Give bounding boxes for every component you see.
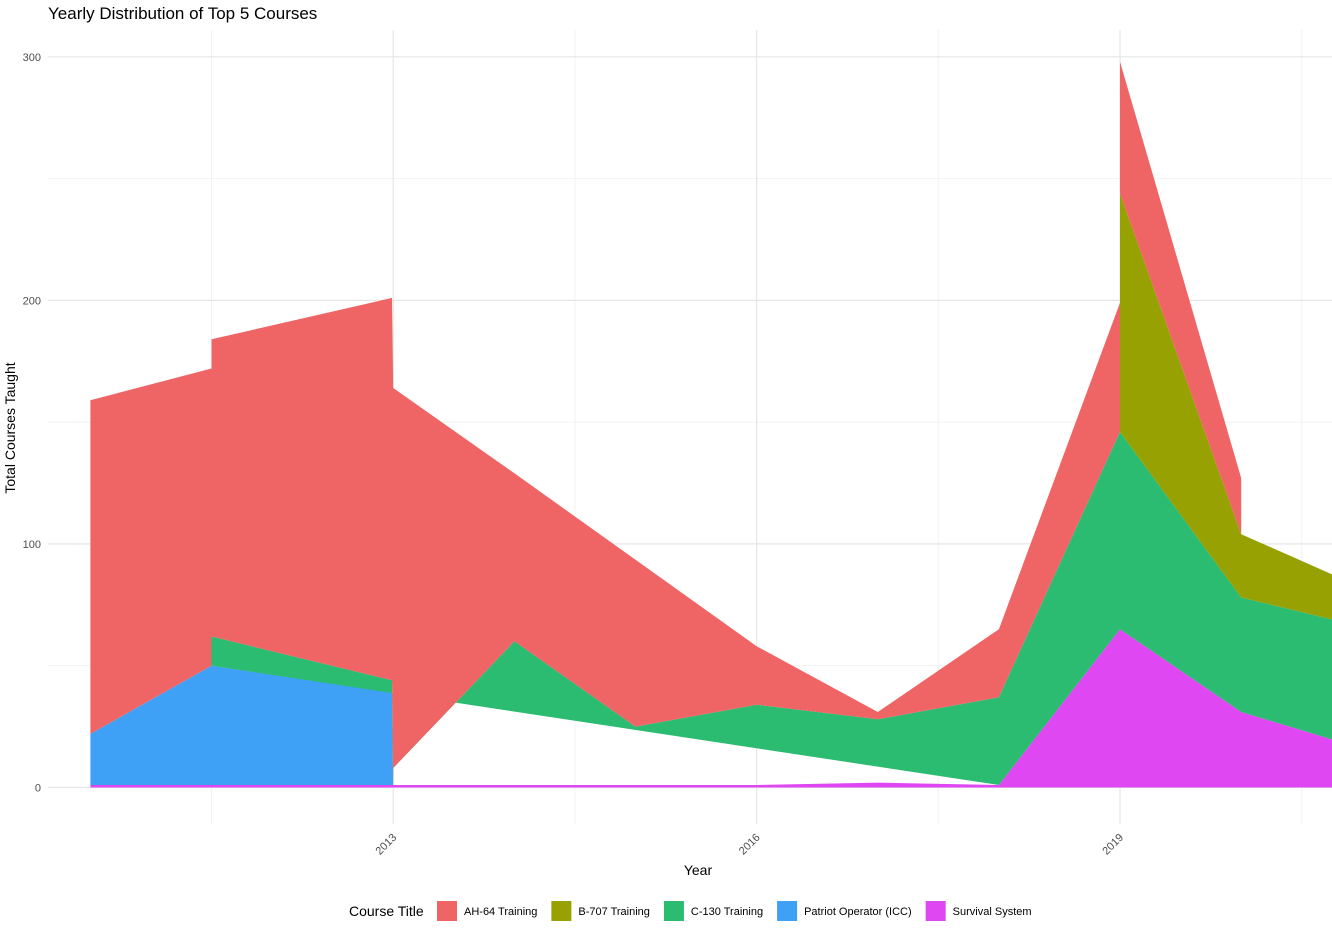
legend-title: Course Title bbox=[349, 903, 424, 919]
y-tick-label: 200 bbox=[23, 295, 41, 307]
legend-key-b-707-training bbox=[551, 901, 572, 921]
area-c-130-training bbox=[211, 431, 1332, 785]
area-layers bbox=[90, 61, 1332, 788]
legend: Course Title AH-64 Training B-707 Trainin… bbox=[349, 901, 1032, 921]
legend-label-ah-64-training: AH-64 Training bbox=[464, 906, 537, 918]
area-survival-system bbox=[90, 629, 1332, 788]
area-b-707-training bbox=[1120, 193, 1332, 620]
x-axis-ticks: 2013 2016 2019 bbox=[374, 832, 1127, 858]
y-tick-label: 0 bbox=[35, 782, 41, 794]
legend-label-survival-system: Survival System bbox=[953, 906, 1032, 918]
legend-key-patriot-operator-icc bbox=[777, 901, 798, 921]
area-patriot-operator-icc bbox=[90, 665, 515, 785]
legend-label-c-130-training: C-130 Training bbox=[691, 906, 763, 918]
x-axis-title: Year bbox=[684, 862, 713, 878]
legend-label-patriot-operator-icc: Patriot Operator (ICC) bbox=[804, 906, 912, 918]
legend-label-b-707-training: B-707 Training bbox=[578, 906, 650, 918]
legend-key-c-130-training bbox=[663, 901, 684, 921]
y-axis-ticks: 0 100 200 300 bbox=[23, 52, 41, 795]
x-tick-label: 2013 bbox=[374, 832, 400, 858]
legend-key-survival-system bbox=[925, 901, 946, 921]
area-ah-64-training bbox=[90, 61, 1242, 785]
y-tick-label: 100 bbox=[23, 539, 41, 551]
y-tick-label: 300 bbox=[23, 52, 41, 64]
x-tick-label: 2019 bbox=[1100, 832, 1126, 858]
y-axis-title: Total Courses Taught bbox=[2, 362, 18, 493]
chart-title: Yearly Distribution of Top 5 Courses bbox=[48, 4, 317, 23]
x-tick-label: 2016 bbox=[737, 832, 763, 858]
legend-key-ah-64-training bbox=[437, 901, 457, 921]
